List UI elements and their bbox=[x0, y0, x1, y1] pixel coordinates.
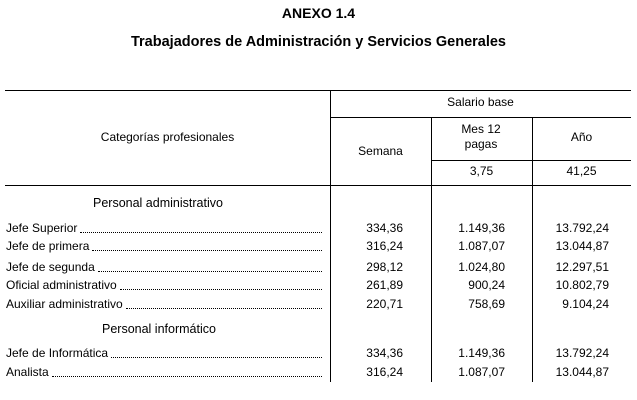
cell-value: 1.149,36 bbox=[458, 221, 505, 235]
cell-value: 10.802,79 bbox=[555, 278, 609, 292]
cell-value: 261,89 bbox=[366, 278, 403, 292]
row-label: Jefe Superior bbox=[6, 221, 78, 235]
sub-value: 3,75 bbox=[469, 164, 494, 178]
cell-value: 13.044,87 bbox=[555, 239, 609, 253]
dot-leader bbox=[125, 308, 322, 309]
rule bbox=[532, 117, 533, 382]
subtitle: Trabajadores de Administración y Servici… bbox=[130, 34, 506, 50]
cell-value: 220,71 bbox=[366, 297, 403, 311]
cell-value: 13.792,24 bbox=[555, 221, 609, 235]
rule bbox=[5, 185, 631, 186]
group-header: Salario base bbox=[447, 95, 514, 109]
rule bbox=[330, 117, 631, 118]
cell-value: 758,69 bbox=[468, 297, 505, 311]
dot-leader bbox=[97, 271, 322, 272]
rule bbox=[431, 117, 432, 382]
dot-leader bbox=[92, 250, 322, 251]
section-title: Personal informático bbox=[102, 322, 216, 336]
cell-value: 900,24 bbox=[468, 278, 505, 292]
row-label: Jefe de Informática bbox=[6, 346, 109, 360]
cell-value: 1.087,07 bbox=[458, 365, 505, 379]
stub-header: Categorías profesionales bbox=[100, 130, 235, 144]
column-header: Mes 12 pagas bbox=[461, 122, 501, 151]
dot-leader bbox=[119, 289, 322, 290]
cell-value: 316,24 bbox=[366, 239, 403, 253]
row-label: Auxiliar administrativo bbox=[6, 297, 123, 311]
row-label: Analista bbox=[6, 365, 49, 379]
dot-leader bbox=[51, 376, 322, 377]
rule bbox=[330, 90, 331, 382]
dot-leader bbox=[80, 232, 322, 233]
rule bbox=[431, 160, 631, 161]
column-header: Semana bbox=[358, 144, 403, 158]
row-label: Jefe de segunda bbox=[6, 260, 95, 274]
row-label: Oficial administrativo bbox=[6, 278, 117, 292]
row-label: Jefe de primera bbox=[6, 239, 90, 253]
section-title: Personal administrativo bbox=[93, 196, 223, 210]
cell-value: 334,36 bbox=[366, 221, 403, 235]
cell-value: 12.297,51 bbox=[555, 260, 609, 274]
title: ANEXO 1.4 bbox=[281, 5, 356, 21]
sub-value: 41,25 bbox=[566, 164, 597, 178]
cell-value: 334,36 bbox=[366, 346, 403, 360]
cell-value: 13.044,87 bbox=[555, 365, 609, 379]
column-header: Año bbox=[570, 130, 593, 144]
cell-value: 298,12 bbox=[366, 260, 403, 274]
cell-value: 316,24 bbox=[366, 365, 403, 379]
cell-value: 1.087,07 bbox=[458, 239, 505, 253]
cell-value: 1.024,80 bbox=[458, 260, 505, 274]
cell-value: 1.149,36 bbox=[458, 346, 505, 360]
cell-value: 13.792,24 bbox=[555, 346, 609, 360]
dot-leader bbox=[111, 357, 322, 358]
rule bbox=[5, 90, 631, 91]
cell-value: 9.104,24 bbox=[562, 297, 609, 311]
